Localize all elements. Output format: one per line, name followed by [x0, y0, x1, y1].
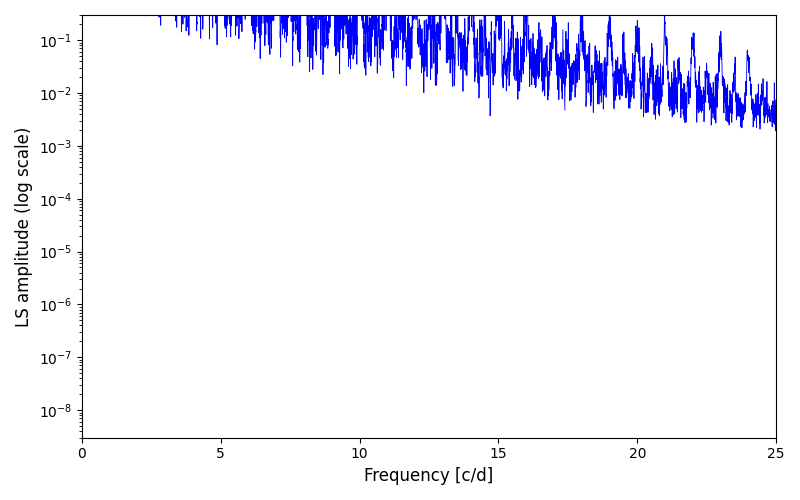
X-axis label: Frequency [c/d]: Frequency [c/d]	[364, 467, 494, 485]
Y-axis label: LS amplitude (log scale): LS amplitude (log scale)	[15, 126, 33, 326]
